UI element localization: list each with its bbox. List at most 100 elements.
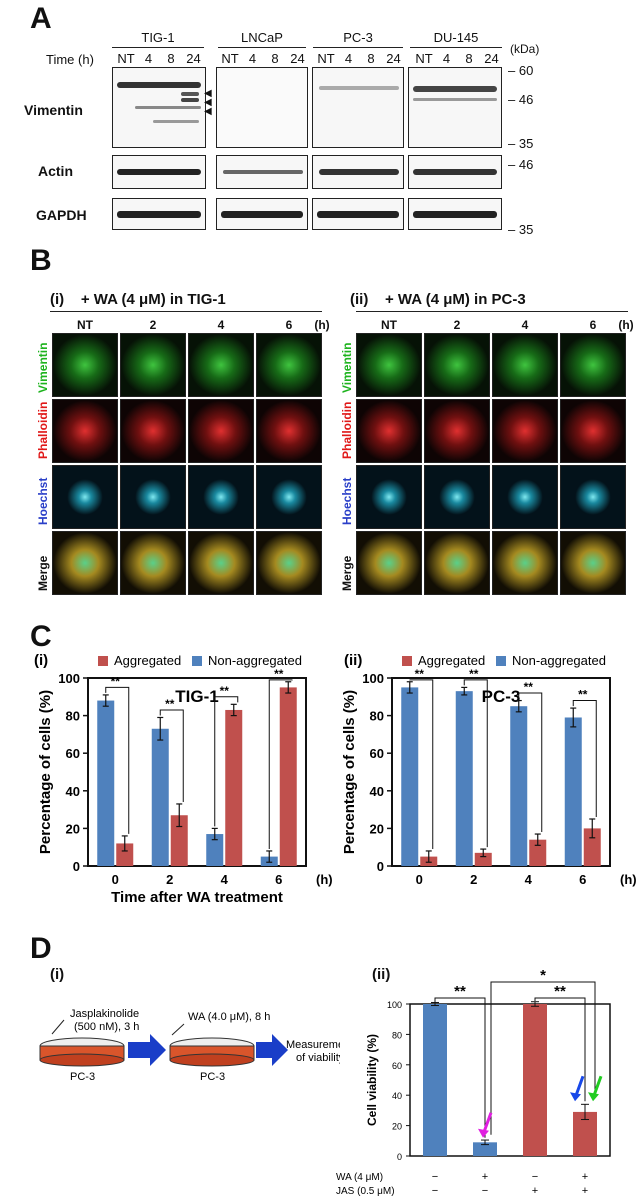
blot-actin-pc3 xyxy=(312,155,404,189)
marker-35b: – 35 xyxy=(508,222,534,237)
y-tick-label: 20 xyxy=(66,821,80,836)
micro-row-label: Phalloidin xyxy=(36,401,50,459)
treatment-sign: − xyxy=(532,1171,538,1183)
y-tick-label: 80 xyxy=(392,1030,402,1040)
x-tick-label: 2 xyxy=(166,872,173,887)
column-title: 2 xyxy=(149,318,157,332)
lane-label: NT xyxy=(317,51,335,66)
y-tick-label: 80 xyxy=(370,709,384,724)
y-tick-label: 20 xyxy=(392,1122,402,1132)
arrow-icon-1 xyxy=(128,1034,166,1066)
micro-row-label: Phalloidin xyxy=(340,401,354,459)
x-tick-label: 4 xyxy=(221,872,229,887)
micrograph xyxy=(52,465,118,529)
jas-pointer xyxy=(51,1019,65,1035)
micrograph xyxy=(424,531,490,595)
micro-row-label: Hoechst xyxy=(36,477,50,525)
micrograph xyxy=(188,531,254,595)
bar-aggregated xyxy=(116,843,134,866)
y-tick-label: 100 xyxy=(58,671,80,686)
blue-arrow-icon xyxy=(570,1092,581,1102)
x-axis-label: Time after WA treatment xyxy=(111,889,283,906)
micrograph xyxy=(120,333,186,397)
lane-label: 4 xyxy=(344,51,353,66)
bar-nonaggregated xyxy=(206,834,224,866)
x-tick-label: 4 xyxy=(525,872,533,887)
lane-label: 8 xyxy=(367,51,375,66)
y-tick-label: 20 xyxy=(370,821,384,836)
y-tick-label: 40 xyxy=(370,784,384,799)
lane-label: 8 xyxy=(271,51,279,66)
lane-label: 4 xyxy=(144,51,153,66)
micrograph xyxy=(356,333,422,397)
column-title: 4 xyxy=(217,318,225,332)
bar-nonaggregated xyxy=(510,706,528,866)
significance-label: ** xyxy=(165,697,175,711)
micrograph xyxy=(492,333,558,397)
treatment-sign: + xyxy=(582,1171,588,1183)
significance-label: ** xyxy=(578,688,588,702)
legend-swatch-aggregated xyxy=(402,656,412,666)
treatment-label: WA (4 μM) xyxy=(336,1172,383,1183)
treatment-sign: − xyxy=(482,1185,488,1197)
wa-label: WA (4.0 μM), 8 h xyxy=(188,1011,270,1023)
arrowhead-icons: ◀ ◀ ◀ xyxy=(204,88,212,117)
marker-35: – 35 xyxy=(508,136,534,151)
y-tick-label: 60 xyxy=(370,746,384,761)
micrograph xyxy=(256,465,322,529)
marker-46b: – 46 xyxy=(508,157,534,172)
significance-label: ** xyxy=(554,983,566,1000)
legend-aggregated: Aggregated xyxy=(114,653,181,668)
cell-line-tig1: TIG-1 xyxy=(112,30,204,48)
bar-aggregated xyxy=(225,709,243,866)
lane-label: 8 xyxy=(465,51,473,66)
bar-nonaggregated xyxy=(151,728,169,866)
micrograph xyxy=(356,465,422,529)
micrograph xyxy=(256,531,322,595)
significance-label: ** xyxy=(415,667,425,681)
arrow-icon-2 xyxy=(256,1034,288,1066)
micrograph xyxy=(560,465,626,529)
y-tick-label: 80 xyxy=(66,709,80,724)
lane-label: 24 xyxy=(386,51,401,66)
jas-label-2: (500 nM), 3 h xyxy=(74,1021,139,1033)
micrograph xyxy=(356,399,422,463)
significance-bracket xyxy=(159,709,184,802)
panel-letter-c: C xyxy=(30,620,52,653)
subpanel-label-c-ii: (ii) xyxy=(344,652,362,669)
x-tick-label: 6 xyxy=(579,872,586,887)
bar-aggregated xyxy=(583,828,601,866)
y-tick-label: 0 xyxy=(73,859,80,874)
blot-gapdh-tig1 xyxy=(112,198,206,230)
y-axis-label: Cell viability (%) xyxy=(365,1034,379,1126)
cell-line-du145: DU-145 xyxy=(410,30,502,48)
cell-line-lncap: LNCaP xyxy=(218,30,306,48)
significance-bracket xyxy=(105,686,130,834)
significance-bracket xyxy=(214,696,239,827)
panel-b-right-title: (ii) + WA (4 μM) in PC-3 xyxy=(350,291,526,308)
micrograph xyxy=(188,333,254,397)
y-tick-label: 40 xyxy=(66,784,80,799)
plot-frame xyxy=(409,1003,611,1157)
column-title: 6 xyxy=(589,318,597,332)
subpanel-label-c-i: (i) xyxy=(34,652,48,669)
plot-frame xyxy=(391,677,611,867)
bar-aggregated xyxy=(529,839,547,866)
x-tick-label: 0 xyxy=(112,872,119,887)
panel-letter-a: A xyxy=(30,2,52,35)
treatment-sign: − xyxy=(432,1171,438,1183)
y-tick-label: 40 xyxy=(392,1091,402,1101)
viability-bar xyxy=(523,1004,547,1156)
micrograph xyxy=(492,465,558,529)
column-title: 4 xyxy=(521,318,529,332)
lane-label: 24 xyxy=(484,51,499,66)
blot-vimentin-tig1 xyxy=(112,67,206,148)
significance-label: * xyxy=(540,967,546,984)
micrograph xyxy=(52,333,118,397)
x-tick-label: 6 xyxy=(275,872,282,887)
column-unit: (h) xyxy=(314,318,330,332)
y-tick-label: 0 xyxy=(377,859,384,874)
row-label-gapdh: GAPDH xyxy=(36,207,87,223)
lane-label: 4 xyxy=(248,51,257,66)
